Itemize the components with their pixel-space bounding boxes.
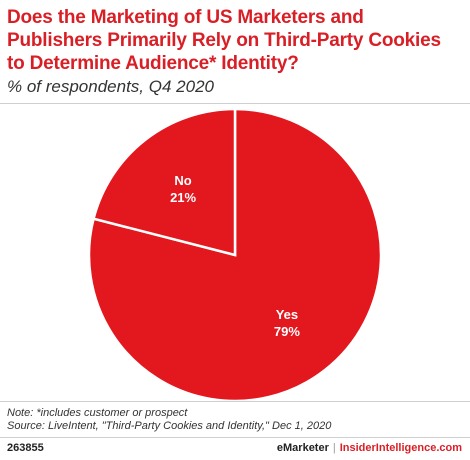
credit-divider: [0, 437, 470, 438]
chart-source: Source: LiveIntent, "Third-Party Cookies…: [7, 420, 332, 432]
pie-slice-no: [92, 107, 237, 257]
brand-separator: |: [332, 442, 336, 454]
brand-emarketer: eMarketer: [276, 442, 329, 454]
slice-value-label: 79%: [274, 324, 300, 339]
brand-insider-intelligence: InsiderIntelligence.com: [339, 442, 462, 454]
chart-title: Does the Marketing of US Marketers and P…: [7, 7, 441, 74]
chart-id: 263855: [7, 442, 44, 454]
pie-chart: Yes 79% No 21%: [87, 107, 383, 400]
header-divider: [0, 103, 470, 104]
chart-note: Note: *includes customer or prospect: [7, 407, 188, 419]
slice-category-label: No: [174, 173, 191, 188]
footer-divider: [0, 401, 470, 402]
slice-value-label: 21%: [170, 190, 196, 205]
slice-category-label: Yes: [276, 307, 298, 322]
chart-subtitle: % of respondents, Q4 2020: [7, 77, 214, 96]
brand-credit: eMarketer | InsiderIntelligence.com: [277, 442, 462, 454]
